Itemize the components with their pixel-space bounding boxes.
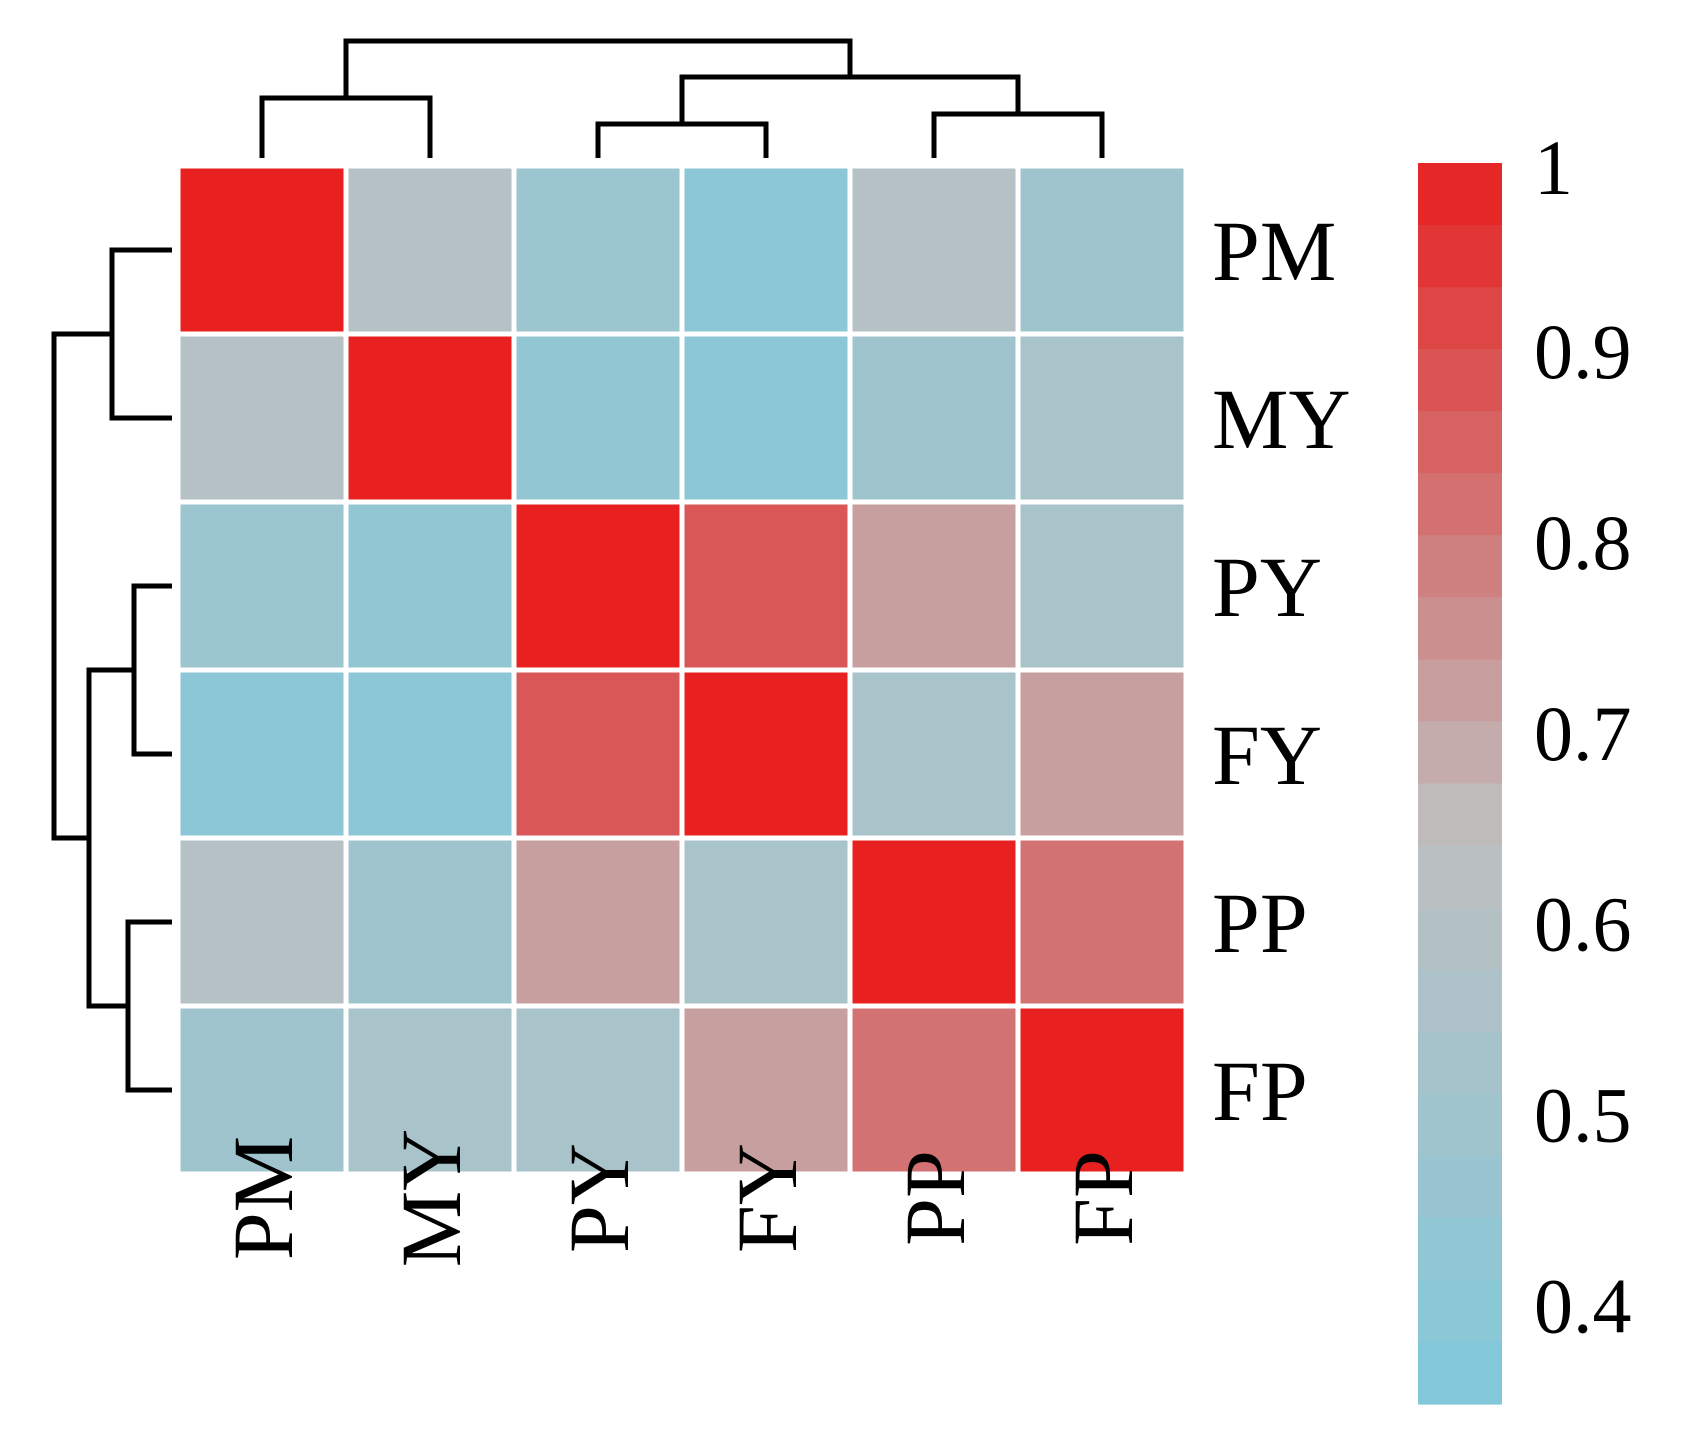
colorbar-segment <box>1418 659 1502 723</box>
dendrogram-branch-pm-my-left <box>109 247 172 421</box>
colorbar-segment <box>1418 1031 1502 1095</box>
heatmap-cell-fp-my <box>348 1008 512 1172</box>
heatmap-cell-fy-pp <box>852 672 1016 836</box>
colorbar-tick-0-6: 0.6 <box>1534 881 1632 968</box>
heatmap-cell-pm-fp <box>1020 168 1184 332</box>
heatmap-cell-fy-my <box>348 672 512 836</box>
heatmap-cell-py-fy <box>684 504 848 668</box>
colorbar-segment <box>1418 845 1502 909</box>
colorbar-segment <box>1418 163 1502 226</box>
colorbar-tick-0-5: 0.5 <box>1534 1072 1632 1159</box>
colorbar-segment <box>1418 1093 1502 1157</box>
colorbar-segment <box>1418 411 1502 474</box>
colorbar-segment <box>1418 1217 1502 1281</box>
heatmap-cell-fp-py <box>516 1008 680 1172</box>
colorbar-segment <box>1418 721 1502 785</box>
row-dendrogram <box>51 247 172 1093</box>
heatmap-cell-pp-py <box>516 840 680 1004</box>
colorbar <box>1418 163 1502 1405</box>
heatmap-cell-my-fy <box>684 336 848 500</box>
row-label-fp: FP <box>1212 1043 1308 1139</box>
dendrogram-branch-py-fy-left <box>131 583 172 757</box>
colorbar-tick-0-8: 0.8 <box>1534 499 1632 586</box>
heatmap-cell-my-pm <box>180 336 344 500</box>
colorbar-segment <box>1418 473 1502 536</box>
dendrogram-branch-py-fy <box>595 121 769 158</box>
heatmap-cell-my-pp <box>852 336 1016 500</box>
dendrogram-branch-pp-fp <box>931 111 1105 158</box>
dendrogram-root-left <box>51 331 112 841</box>
dendrogram-branch-pm-my <box>259 95 433 158</box>
colorbar-tick-0-4: 0.4 <box>1534 1263 1632 1350</box>
row-label-pm: PM <box>1212 203 1336 299</box>
heatmap-cell-fy-pm <box>180 672 344 836</box>
heatmap-cell-fp-fp <box>1020 1008 1184 1172</box>
row-label-my: MY <box>1212 371 1351 467</box>
heatmap-cell-py-pp <box>852 504 1016 668</box>
colorbar-segment <box>1418 1279 1502 1343</box>
heatmap-cells <box>180 168 1184 1172</box>
dendrogram-branch-pp-fp-left <box>125 919 172 1093</box>
colorbar-segment <box>1418 1155 1502 1219</box>
heatmap-cell-pm-pp <box>852 168 1016 332</box>
colorbar-segment <box>1418 535 1502 598</box>
heatmap-cell-pm-py <box>516 168 680 332</box>
column-label-my: MY <box>383 1129 479 1268</box>
heatmap-cell-fy-fy <box>684 672 848 836</box>
heatmap-cell-fy-fp <box>1020 672 1184 836</box>
heatmap-cell-fp-pp <box>852 1008 1016 1172</box>
heatmap-cell-fp-pm <box>180 1008 344 1172</box>
heatmap-cell-pp-my <box>348 840 512 1004</box>
heatmap-cell-fy-py <box>516 672 680 836</box>
colorbar-segment <box>1418 969 1502 1033</box>
heatmap-cell-my-my <box>348 336 512 500</box>
heatmap-cell-pp-fp <box>1020 840 1184 1004</box>
column-labels: PM MY PY FY PP FP <box>215 1129 1151 1268</box>
column-label-fp: FP <box>1055 1150 1151 1246</box>
colorbar-tick-1: 1 <box>1534 124 1573 211</box>
heatmap-cell-py-my <box>348 504 512 668</box>
column-dendrogram <box>259 38 1105 158</box>
heatmap-cell-py-py <box>516 504 680 668</box>
colorbar-segment <box>1418 783 1502 847</box>
heatmap-cell-my-fp <box>1020 336 1184 500</box>
heatmap-cell-pp-fy <box>684 840 848 1004</box>
colorbar-tick-0-9: 0.9 <box>1534 308 1632 395</box>
colorbar-segment <box>1418 225 1502 288</box>
heatmap-cell-pm-my <box>348 168 512 332</box>
heatmap-cell-pm-fy <box>684 168 848 332</box>
heatmap-cell-py-pm <box>180 504 344 668</box>
colorbar-tick-0-7: 0.7 <box>1534 690 1632 777</box>
colorbar-segment <box>1418 597 1502 660</box>
row-labels: PM MY PY FY PP FP <box>1212 203 1351 1139</box>
column-label-pp: PP <box>887 1150 983 1246</box>
colorbar-segment <box>1418 907 1502 971</box>
dendrogram-branch-yp-group <box>679 74 1021 124</box>
column-label-fy: FY <box>719 1143 815 1253</box>
heatmap-cell-fp-fy <box>684 1008 848 1172</box>
column-label-pm: PM <box>215 1136 311 1260</box>
heatmap-cell-pp-pm <box>180 840 344 1004</box>
colorbar-segment <box>1418 1341 1502 1405</box>
heatmap-cell-pm-pm <box>180 168 344 332</box>
colorbar-tick-labels: 1 0.9 0.8 0.7 0.6 0.5 0.4 <box>1534 124 1632 1350</box>
dendrogram-root-top <box>343 38 853 98</box>
heatmap-cell-my-py <box>516 336 680 500</box>
heatmap-cell-pp-pp <box>852 840 1016 1004</box>
column-label-py: PY <box>551 1143 647 1253</box>
row-label-fy: FY <box>1212 707 1322 803</box>
colorbar-segment <box>1418 349 1502 412</box>
row-label-py: PY <box>1212 539 1322 635</box>
row-label-pp: PP <box>1212 875 1308 971</box>
colorbar-segment <box>1418 287 1502 350</box>
heatmap-cell-py-fp <box>1020 504 1184 668</box>
